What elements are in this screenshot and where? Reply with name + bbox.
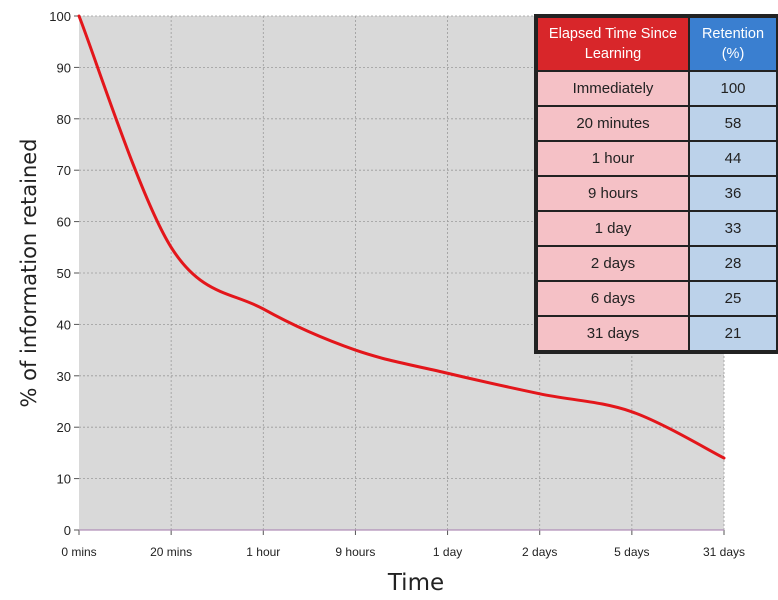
header-retention: Retention (%) (690, 18, 776, 70)
y-axis-ticks: 0 10 20 30 40 50 60 70 80 90 100 (49, 9, 79, 538)
y-tick-label: 30 (57, 369, 71, 384)
x-tick-label: 1 hour (246, 545, 280, 559)
elapsed-time-cell: 1 day (538, 212, 688, 245)
x-tick-label: 1 day (433, 545, 462, 559)
table-row: 6 days 25 (538, 282, 776, 315)
elapsed-time-cell: 2 days (538, 247, 688, 280)
y-tick-label: 0 (64, 523, 71, 538)
y-tick-label: 90 (57, 60, 71, 75)
retention-cell: 33 (690, 212, 776, 245)
x-axis-ticks: 0 mins 20 mins 1 hour 9 hours 1 day 2 days 5 d… (61, 530, 745, 559)
x-tick-label: 2 days (522, 545, 557, 559)
table-row: 20 minutes 58 (538, 107, 776, 140)
retention-cell: 21 (690, 317, 776, 350)
table-row: Immediately 100 (538, 72, 776, 105)
elapsed-time-cell: Immediately (538, 72, 688, 105)
x-tick-label: 31 days (703, 545, 745, 559)
table-row: 1 day 33 (538, 212, 776, 245)
table-row: 1 hour 44 (538, 142, 776, 175)
retention-cell: 28 (690, 247, 776, 280)
y-tick-label: 60 (57, 215, 71, 230)
y-tick-label: 40 (57, 317, 71, 332)
elapsed-time-cell: 1 hour (538, 142, 688, 175)
y-tick-label: 50 (57, 266, 71, 281)
elapsed-time-cell: 6 days (538, 282, 688, 315)
y-tick-label: 100 (49, 9, 71, 24)
y-tick-label: 70 (57, 163, 71, 178)
x-axis-label: Time (387, 570, 444, 596)
header-elapsed-time: Elapsed Time Since Learning (538, 18, 688, 70)
y-axis-label: % of information retained (17, 138, 41, 407)
retention-table: Elapsed Time Since Learning Retention (%… (534, 14, 778, 354)
elapsed-time-cell: 31 days (538, 317, 688, 350)
x-tick-label: 20 mins (150, 545, 192, 559)
table-row: 9 hours 36 (538, 177, 776, 210)
retention-cell: 25 (690, 282, 776, 315)
retention-cell: 44 (690, 142, 776, 175)
retention-cell: 58 (690, 107, 776, 140)
retention-cell: 100 (690, 72, 776, 105)
x-tick-label: 9 hours (335, 545, 375, 559)
table-row: 2 days 28 (538, 247, 776, 280)
x-tick-label: 5 days (614, 545, 649, 559)
y-tick-label: 10 (57, 472, 71, 487)
elapsed-time-cell: 20 minutes (538, 107, 688, 140)
retention-cell: 36 (690, 177, 776, 210)
elapsed-time-cell: 9 hours (538, 177, 688, 210)
y-tick-label: 80 (57, 112, 71, 127)
retention-curve (77, 14, 726, 460)
y-tick-label: 20 (57, 420, 71, 435)
x-tick-label: 0 mins (61, 545, 96, 559)
table-header-row: Elapsed Time Since Learning Retention (%… (538, 18, 776, 70)
table-row: 31 days 21 (538, 317, 776, 350)
